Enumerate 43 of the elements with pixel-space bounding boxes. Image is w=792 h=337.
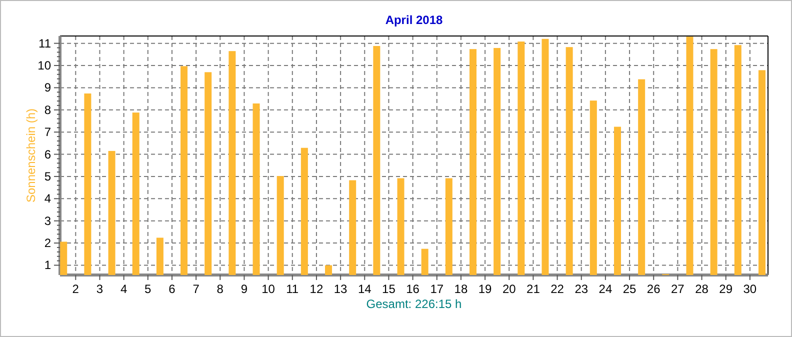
x-tick-label: 5 xyxy=(144,282,152,296)
x-tick-label: 24 xyxy=(598,282,612,296)
x-tick-label: 8 xyxy=(216,282,224,296)
text: Gesamt: 226:15 h xyxy=(366,297,462,311)
y-tick-label: 1 xyxy=(44,258,52,272)
x-tick-label: 17 xyxy=(430,282,444,296)
x-tick-label: 4 xyxy=(120,282,128,296)
y-tick-label: 5 xyxy=(44,169,52,184)
x-tick-label: 6 xyxy=(168,282,176,296)
x-tick-label: 29 xyxy=(719,282,733,296)
y-tick-label: 3 xyxy=(44,214,52,228)
y-tick-label: 2 xyxy=(44,236,52,250)
x-tick-label: 20 xyxy=(502,282,516,296)
x-tick-label: 21 xyxy=(526,282,540,296)
x-tick-label: 16 xyxy=(406,282,420,296)
x-tick-label: 28 xyxy=(695,282,709,296)
x-tick-label: 26 xyxy=(646,282,661,296)
x-tick-label: 13 xyxy=(334,282,348,296)
x-tick-label: 7 xyxy=(192,282,200,296)
x-tick-label: 12 xyxy=(310,282,324,296)
chart-title: April 2018 xyxy=(385,13,443,27)
x-tick-label: 25 xyxy=(622,282,637,296)
x-tick-label: 9 xyxy=(240,282,248,296)
y-tick-label: 8 xyxy=(44,102,52,117)
x-tick-label: 18 xyxy=(454,282,468,296)
x-tick-label: 22 xyxy=(550,282,564,296)
y-tick-label: 9 xyxy=(44,80,52,95)
x-tick-label: 2 xyxy=(72,282,80,296)
y-tick-label: 10 xyxy=(38,58,52,73)
y-axis-title: Sonnenschein (h) xyxy=(24,108,38,203)
x-tick-label: 23 xyxy=(574,282,588,296)
x-tick-label: 30 xyxy=(743,282,757,296)
y-tick-label: 6 xyxy=(44,147,52,162)
x-tick-label: 14 xyxy=(358,282,372,296)
y-tick-label: 11 xyxy=(38,36,52,50)
x-tick-label: 27 xyxy=(671,282,685,296)
y-tick-label: 4 xyxy=(44,192,52,206)
x-tick-label: 19 xyxy=(478,282,492,296)
y-tick-label: 7 xyxy=(44,125,52,140)
x-tick-label: 15 xyxy=(382,282,396,296)
x-tick-label: 10 xyxy=(262,282,276,296)
x-tick-label: 3 xyxy=(96,282,104,296)
x-tick-label: 11 xyxy=(286,282,299,296)
